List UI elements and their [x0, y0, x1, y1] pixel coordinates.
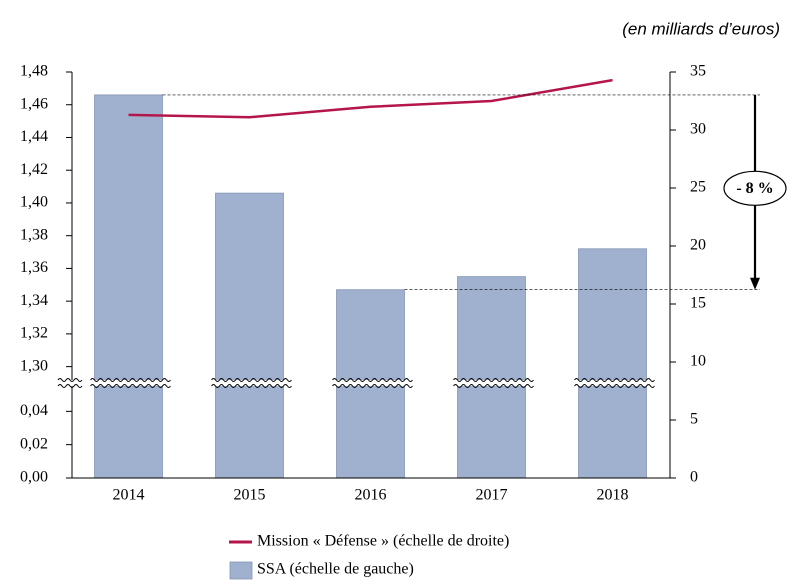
y2-tick-label: 0: [690, 469, 698, 486]
axis-break: [57, 384, 83, 388]
axis-break: [453, 378, 534, 382]
axis-break-gap: [58, 380, 78, 386]
axis-break: [332, 384, 413, 388]
y2-tick-label: 35: [690, 63, 706, 80]
axis-break: [90, 384, 171, 388]
x-tick-label: 2015: [234, 487, 266, 504]
x-tick-label: 2014: [113, 487, 145, 504]
annotation: - 8 %: [736, 180, 773, 197]
chart-subtitle: (en milliards d’euros): [622, 19, 780, 38]
y-tick-label: 1,36: [20, 259, 48, 276]
axis-break-gap: [90, 380, 167, 386]
y-tick-label: 1,46: [20, 95, 48, 112]
axis-break: [332, 378, 413, 382]
y-tick-label: 0,02: [20, 435, 48, 452]
y-tick-label: 1,42: [20, 161, 48, 178]
y2-tick-label: 15: [690, 295, 706, 312]
y-tick-label: 0,00: [20, 469, 48, 486]
line: [128, 78, 613, 119]
y-tick-label: 1,38: [20, 226, 48, 243]
legend-label: Mission « Défense » (échelle de droite): [257, 533, 509, 550]
x-tick-label: 2016: [355, 487, 387, 504]
axis-break: [574, 384, 655, 388]
arrow-head: [750, 277, 760, 290]
annotation-bubble: [723, 170, 787, 206]
y-tick-label: 1,30: [20, 357, 48, 374]
axis-break: [211, 378, 292, 382]
y-tick-label: 1,32: [20, 325, 48, 342]
y2-tick-label: 30: [690, 121, 706, 138]
y-tick-label: 1,34: [20, 292, 48, 309]
y-tick-label: 1,48: [20, 63, 48, 80]
y-tick-label: 1,40: [20, 194, 48, 211]
bar: [215, 192, 284, 479]
bar: [94, 94, 163, 479]
legend-swatch: [229, 561, 253, 580]
axis-break-gap: [211, 380, 288, 386]
axis-break: [574, 378, 655, 382]
axis-break-gap: [574, 380, 651, 386]
bar: [457, 276, 526, 479]
y-tick-label: 0,04: [20, 402, 48, 419]
axis-break: [57, 378, 83, 382]
y2-tick-label: 25: [690, 179, 706, 196]
axis-break: [211, 384, 292, 388]
y2-tick-label: 20: [690, 237, 706, 254]
axis-break-gap: [332, 380, 409, 386]
y-tick-label: 1,44: [20, 128, 48, 145]
y2-tick-label: 5: [690, 411, 698, 428]
axis-break: [90, 378, 171, 382]
y2-tick-label: 10: [690, 353, 706, 370]
axis-break-gap: [453, 380, 530, 386]
x-tick-label: 2017: [476, 487, 508, 504]
axis-break: [453, 384, 534, 388]
legend-label: SSA (échelle de gauche): [257, 561, 414, 578]
bar: [578, 248, 647, 479]
x-tick-label: 2018: [597, 487, 629, 504]
